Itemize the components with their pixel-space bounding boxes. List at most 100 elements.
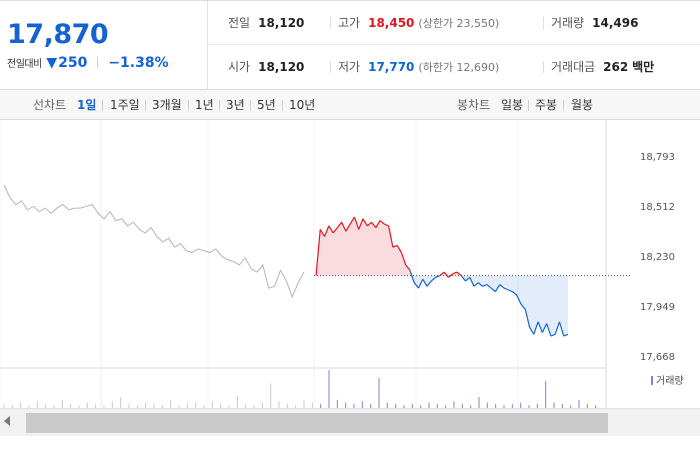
scrollbar-thumb[interactable] <box>26 413 608 433</box>
chart-tabs: 선차트 1일 1주일 3개월 1년 3년 5년 10년 봉차트 일봉 주봉 월봉 <box>0 90 700 120</box>
today-price-segment-16 <box>379 220 385 225</box>
y-tick-label-2: 18,230 <box>640 252 675 263</box>
chart-scrollbar[interactable] <box>0 408 700 436</box>
today-price-segment-5 <box>332 227 338 234</box>
change-rate: −1.38% <box>108 55 169 71</box>
tab-1w[interactable]: 1주일 <box>110 98 140 112</box>
today-price-segment-6 <box>336 221 343 229</box>
today-price-segment-4 <box>328 225 334 234</box>
change-amount: 250 <box>58 55 88 71</box>
tab-daily-candle[interactable]: 일봉 <box>501 98 524 112</box>
stats-table: 전일 18,120 고가 18,450 (상한가 23,550) 거래량 14,496 … <box>208 1 700 90</box>
today-price-segment-18 <box>388 225 394 248</box>
today-price-segment-12 <box>362 218 368 227</box>
up-area-fill <box>316 216 568 276</box>
line-chart-label: 선차트 <box>33 98 67 112</box>
chart-canvas: 18,793 18,512 18,230 17,949 17,668 <box>0 120 700 410</box>
stat-open: 시가 18,120 <box>228 60 305 74</box>
today-price-segment-25 <box>417 278 424 289</box>
quote-header: 17,870 전일대비 ▼250 −1.38% 전일 18,120 고가 18,45… <box>0 0 700 90</box>
y-tick-label-0: 18,793 <box>640 152 675 163</box>
tab-weekly-candle[interactable]: 주봉 <box>535 98 558 112</box>
today-price-segment-8 <box>345 223 351 232</box>
today-price-segment-34 <box>456 271 462 277</box>
today-price-segment-59 <box>563 333 569 337</box>
stat-low: 저가 17,770 (하한가 12,690) <box>329 45 499 89</box>
today-price-segment-48 <box>516 294 522 305</box>
today-price-segment-24 <box>413 282 419 289</box>
today-price-segment-55 <box>546 323 552 337</box>
today-price-segment-21 <box>400 252 407 266</box>
today-price-segment-37 <box>469 277 475 287</box>
today-price-segment-41 <box>486 284 492 289</box>
today-price-segment-54 <box>541 323 548 333</box>
today-price-segment-53 <box>537 321 543 333</box>
today-price-segment-28 <box>430 276 436 282</box>
today-price-segment-19 <box>392 244 398 248</box>
tab-5y[interactable]: 5년 <box>257 98 276 112</box>
today-price-segment-39 <box>477 282 483 287</box>
today-price-segment-1 <box>315 229 321 276</box>
down-area-fill <box>316 275 568 337</box>
today-price-segment-23 <box>409 270 415 283</box>
price-chart: 18,793 18,512 18,230 17,949 17,668 거래량 <box>0 120 700 450</box>
candle-chart-label: 봉차트 <box>457 98 491 112</box>
today-price-segment-51 <box>529 326 535 335</box>
today-price-segment-15 <box>375 220 381 228</box>
tab-3y[interactable]: 3년 <box>226 98 245 112</box>
volume-legend: 거래량 <box>651 372 684 387</box>
today-price-segment-11 <box>358 218 364 230</box>
today-price-segment-38 <box>473 282 479 287</box>
today-price-segment-42 <box>490 287 496 293</box>
y-tick-label-4: 17,668 <box>640 352 675 363</box>
today-price-segment-27 <box>426 280 432 287</box>
today-price-segment-7 <box>341 222 347 232</box>
today-price-segment-3 <box>323 225 330 237</box>
today-price-segment-49 <box>520 303 526 310</box>
today-price-segment-31 <box>443 271 449 278</box>
stat-volume: 거래량 14,496 <box>542 1 638 45</box>
stat-prev-close: 전일 18,120 <box>228 16 305 30</box>
today-price-segment-43 <box>494 284 501 292</box>
prev-day-price-line <box>3 184 305 299</box>
today-price-segment-10 <box>353 216 360 230</box>
tab-10y[interactable]: 10년 <box>289 98 316 112</box>
today-price-segment-22 <box>405 264 411 271</box>
tab-3m[interactable]: 3개월 <box>152 98 182 112</box>
y-tick-label-3: 17,949 <box>640 302 675 313</box>
today-price-segment-46 <box>507 289 513 293</box>
volume-legend-swatch <box>651 376 653 385</box>
y-axis-area <box>606 120 700 410</box>
today-price-segment-44 <box>499 284 505 289</box>
today-price-segment-2 <box>319 229 326 237</box>
today-price-segment-35 <box>460 275 466 282</box>
today-price-segment-26 <box>422 278 428 287</box>
divider <box>96 57 98 68</box>
tab-1d[interactable]: 1일 <box>77 98 97 112</box>
stat-high: 고가 18,450 (상한가 23,550) <box>329 1 499 45</box>
y-tick-label-1: 18,512 <box>640 202 675 213</box>
stat-turnover: 거래대금 262 백만 <box>542 45 654 89</box>
today-price-segment-20 <box>396 245 402 253</box>
today-price-segment-13 <box>366 221 372 227</box>
change-row: 전일대비 ▼250 −1.38% <box>7 55 169 71</box>
change-label: 전일대비 <box>7 59 42 70</box>
today-price-segment-52 <box>533 321 539 335</box>
today-price-segment-56 <box>550 333 556 337</box>
today-price-segment-40 <box>482 283 488 287</box>
today-price-segment-32 <box>448 273 454 278</box>
today-price-segment-9 <box>349 216 355 225</box>
tab-1y[interactable]: 1년 <box>195 98 214 112</box>
today-price-segment-45 <box>503 287 509 291</box>
today-price-segment-36 <box>465 276 471 282</box>
today-price-segment-30 <box>439 271 445 277</box>
today-price-segment-47 <box>512 291 518 296</box>
today-price-segment-17 <box>384 223 389 227</box>
tab-monthly-candle[interactable]: 월봉 <box>571 98 594 112</box>
down-triangle-icon: ▼ <box>46 55 58 71</box>
today-price-segment-29 <box>435 275 441 278</box>
current-price: 17,870 <box>7 19 109 50</box>
price-box: 17,870 전일대비 ▼250 −1.38% <box>0 1 208 90</box>
scroll-left-arrow-icon[interactable] <box>4 416 10 426</box>
today-price-segment-14 <box>371 221 377 229</box>
